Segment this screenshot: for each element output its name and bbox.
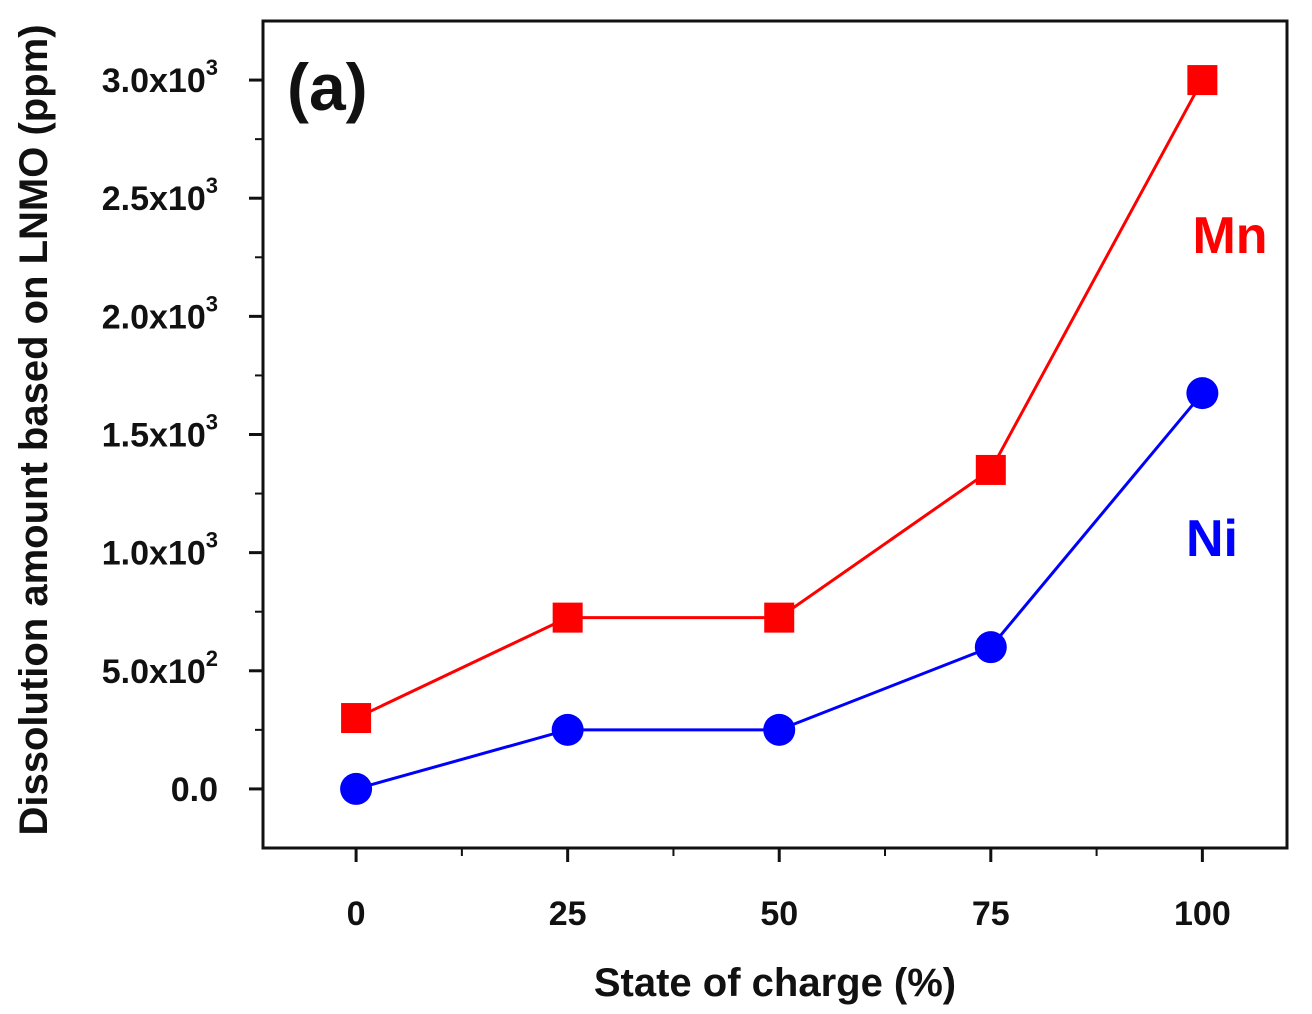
x-tick-label: 75 [972,895,1010,933]
y-tick-label: 1.5x103 [102,410,218,455]
x-tick-label: 0 [347,895,366,933]
series-label-mn: Mn [1192,207,1267,265]
point-ni [551,713,584,746]
y-axis-ticks: 0.0 5.0x102 1.0x103 1.5x103 2.0x103 2.5x103 3.… [102,55,263,809]
x-axis-ticks: 0 25 50 75 100 [347,848,1231,933]
y-tick-label: 5.0x102 [102,646,218,691]
y-axis-title: Dissolution amount based on LNMO (ppm) [12,24,56,835]
x-tick-label: 25 [549,895,587,933]
point-ni [763,713,796,746]
point-ni [340,772,373,805]
series-label-ni: Ni [1186,510,1238,568]
series-layer [340,65,1219,805]
y-tick-label: 2.5x103 [102,173,218,218]
y-tick-label: 2.0x103 [102,291,218,336]
y-tick-label: 0.0 [171,771,218,809]
x-axis-title: State of charge (%) [594,961,956,1005]
y-tick-label: 1.0x103 [102,528,218,573]
x-tick-label: 100 [1174,895,1231,933]
point-mn [975,454,1006,485]
y-tick-label: 3.0x103 [102,55,218,100]
point-ni [974,631,1007,664]
point-mn [764,602,795,633]
point-mn [341,703,372,734]
panel-label: (a) [287,50,368,124]
point-mn [1187,65,1218,96]
point-mn [552,602,583,633]
x-tick-label: 50 [760,895,798,933]
point-ni [1186,377,1219,410]
